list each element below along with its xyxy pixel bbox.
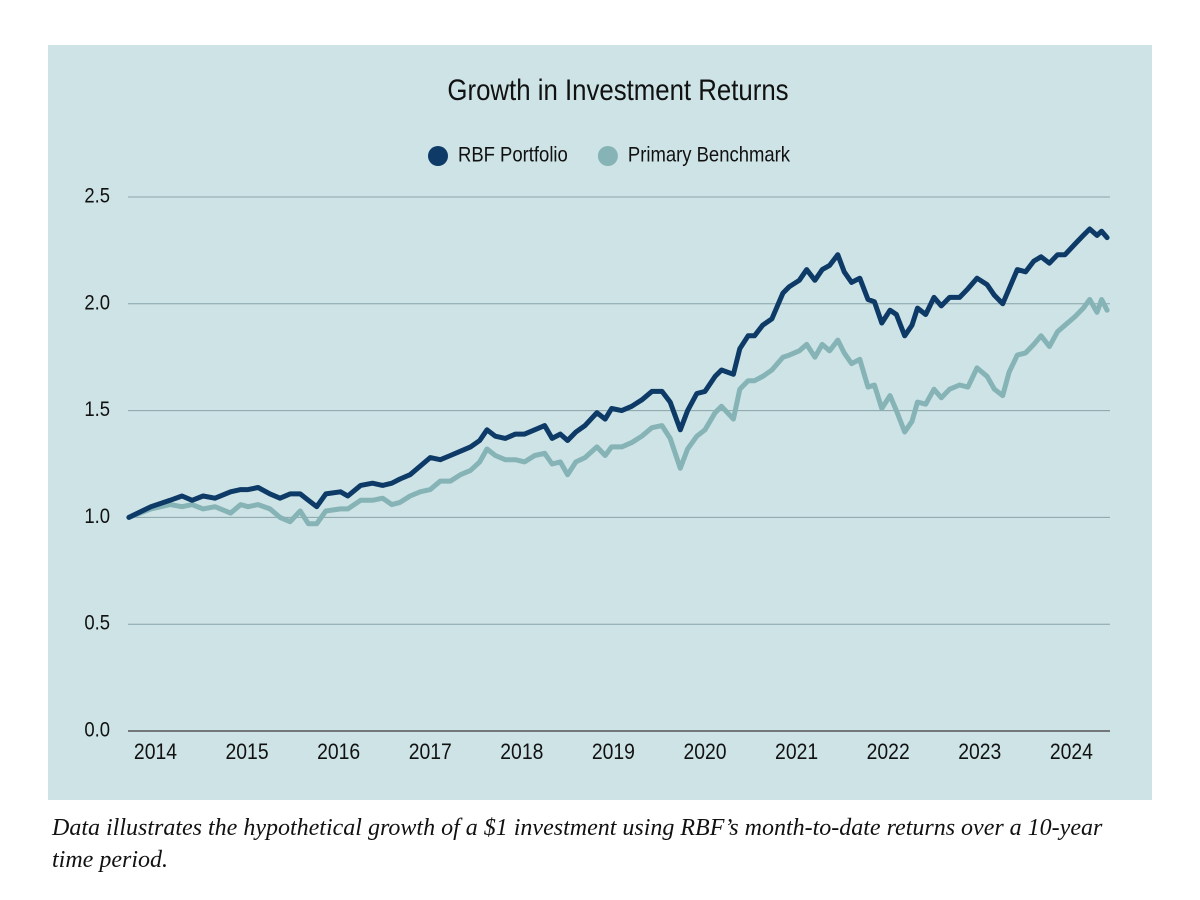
x-tick-label: 2023 [958, 740, 1001, 764]
chart-title: Growth in Investment Returns [447, 73, 788, 106]
chart-panel [48, 45, 1152, 800]
x-tick-label: 2016 [317, 740, 360, 764]
y-tick-label: 2.0 [84, 291, 110, 314]
x-tick-label: 2017 [409, 740, 452, 764]
caption: Data illustrates the hypothetical growth… [52, 815, 1103, 873]
x-tick-label: 2020 [683, 740, 726, 764]
y-tick-label: 1.0 [84, 505, 110, 528]
y-tick-label: 0.5 [84, 612, 110, 635]
y-tick-label: 0.0 [84, 718, 110, 741]
x-tick-label: 2024 [1050, 740, 1093, 764]
x-tick-label: 2014 [134, 740, 177, 764]
legend-marker [597, 146, 618, 166]
y-tick-label: 1.5 [84, 398, 110, 421]
series-line [126, 226, 1110, 520]
series-line [126, 297, 1110, 527]
x-tick-label: 2022 [867, 740, 910, 764]
x-tick-label: 2019 [592, 740, 635, 764]
y-tick-label: 2.5 [84, 184, 110, 207]
x-tick-label: 2021 [775, 740, 818, 764]
legend-label: Primary Benchmark [628, 143, 790, 166]
chart: Growth in Investment Returns 0.0 0.5 1.0 1.… [48, 45, 1152, 800]
legend-marker [428, 146, 448, 166]
x-tick-label: 2018 [500, 740, 543, 764]
x-tick-label: 2015 [226, 740, 269, 764]
legend-label: RBF Portfolio [458, 143, 568, 166]
